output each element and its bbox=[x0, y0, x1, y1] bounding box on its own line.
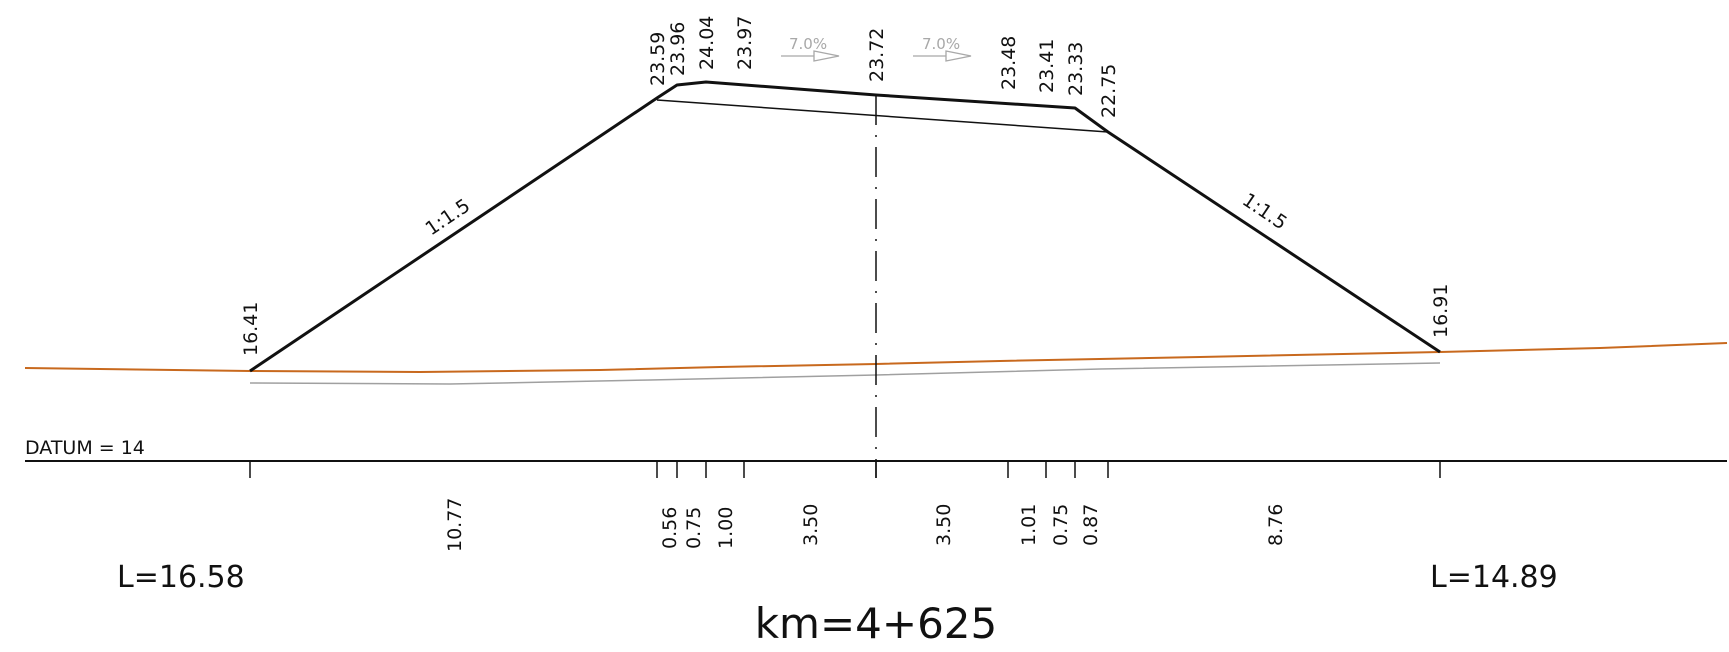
elevation-label-left-toe: 16.41 bbox=[240, 302, 262, 356]
elevation-label: 23.96 bbox=[667, 22, 689, 76]
elevation-label: 23.59 bbox=[647, 32, 669, 86]
elevation-label-axis: 23.72 bbox=[866, 28, 888, 82]
grade-indicator-left: 7.0% bbox=[781, 35, 840, 62]
distance-label: 8.76 bbox=[1265, 504, 1287, 546]
distance-label: 0.75 bbox=[683, 507, 705, 549]
elevation-label-right-toe: 16.91 bbox=[1430, 284, 1452, 338]
right-length-label: L=14.89 bbox=[1430, 560, 1558, 595]
distance-label: 3.50 bbox=[933, 504, 955, 546]
distance-label: 0.75 bbox=[1050, 504, 1072, 546]
distance-label: 10.77 bbox=[444, 498, 466, 552]
elevation-label: 23.33 bbox=[1065, 42, 1087, 96]
datum-ticks bbox=[249, 461, 1441, 478]
slope-label-left: 1:1.5 bbox=[421, 195, 474, 240]
grade-arrow-icon bbox=[913, 50, 972, 62]
station-label: km=4+625 bbox=[755, 599, 998, 648]
elevation-label: 23.48 bbox=[998, 36, 1020, 90]
left-length-label: L=16.58 bbox=[117, 560, 245, 595]
grade-label-right: 7.0% bbox=[922, 35, 960, 53]
distance-label: 0.56 bbox=[659, 507, 681, 549]
slope-label-right: 1:1.5 bbox=[1238, 189, 1291, 234]
elevation-label: 22.75 bbox=[1098, 64, 1120, 118]
embankment-outline bbox=[249, 80, 1441, 373]
distance-label: 1.01 bbox=[1018, 504, 1040, 546]
elevation-label: 24.04 bbox=[696, 16, 718, 70]
elevation-label: 23.97 bbox=[734, 16, 756, 70]
formation-line bbox=[656, 99, 1109, 133]
grade-indicator-right: 7.0% bbox=[913, 35, 972, 62]
distance-label: 0.87 bbox=[1080, 504, 1102, 546]
subgrade-line bbox=[249, 362, 1441, 385]
datum-label: DATUM = 14 bbox=[25, 437, 145, 459]
distance-label: 1.00 bbox=[715, 507, 737, 549]
grade-arrow-icon bbox=[781, 50, 840, 62]
distance-label: 3.50 bbox=[800, 504, 822, 546]
grade-label-left: 7.0% bbox=[789, 35, 827, 53]
elevation-label: 23.41 bbox=[1036, 39, 1058, 93]
